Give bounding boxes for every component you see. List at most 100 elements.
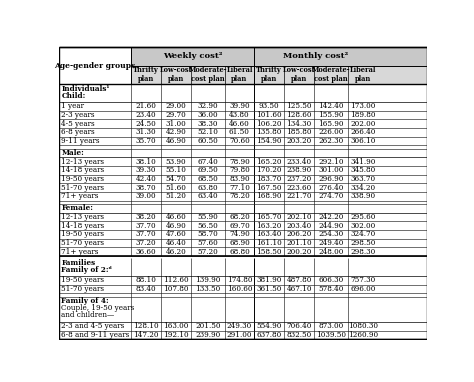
Text: Couple, 19-50 years: Couple, 19-50 years xyxy=(62,304,135,312)
Text: 4-5 years: 4-5 years xyxy=(62,120,95,128)
Text: 53.90: 53.90 xyxy=(166,158,186,166)
Text: 83.90: 83.90 xyxy=(229,175,250,183)
Text: 23.40: 23.40 xyxy=(136,111,156,119)
Text: 42.40: 42.40 xyxy=(136,175,156,183)
Text: 70.60: 70.60 xyxy=(229,137,250,145)
Text: 14-18 years: 14-18 years xyxy=(62,167,105,174)
Text: 1260.90: 1260.90 xyxy=(348,331,378,339)
Text: 334.20: 334.20 xyxy=(350,184,375,192)
Text: 244.90: 244.90 xyxy=(319,222,344,230)
Text: 6-8 and 9-11 years: 6-8 and 9-11 years xyxy=(62,331,130,339)
Text: Moderate-
cost plan: Moderate- cost plan xyxy=(312,66,350,83)
Text: 57.60: 57.60 xyxy=(198,239,219,247)
Text: 52.10: 52.10 xyxy=(198,128,219,136)
Text: 202.00: 202.00 xyxy=(350,120,376,128)
Text: Weekly cost²: Weekly cost² xyxy=(163,52,222,60)
Text: 301.00: 301.00 xyxy=(319,167,344,174)
Text: 58.70: 58.70 xyxy=(198,230,219,238)
Text: 46.20: 46.20 xyxy=(166,248,186,256)
Text: 221.70: 221.70 xyxy=(286,192,312,200)
Text: Individuals¹: Individuals¹ xyxy=(62,85,110,93)
Text: 36.60: 36.60 xyxy=(136,248,156,256)
Text: 233.40: 233.40 xyxy=(287,158,312,166)
Text: 19-50 years: 19-50 years xyxy=(62,230,104,238)
Text: 67.40: 67.40 xyxy=(198,158,219,166)
Text: 88.10: 88.10 xyxy=(136,276,156,284)
Text: 83.40: 83.40 xyxy=(136,285,156,293)
Text: 79.80: 79.80 xyxy=(229,167,250,174)
Text: 185.80: 185.80 xyxy=(286,128,312,136)
Text: 54.70: 54.70 xyxy=(166,175,186,183)
Text: 125.50: 125.50 xyxy=(286,102,312,110)
Text: 341.90: 341.90 xyxy=(350,158,376,166)
Text: 69.70: 69.70 xyxy=(229,222,250,230)
Text: 142.40: 142.40 xyxy=(319,102,344,110)
Text: 37.20: 37.20 xyxy=(136,239,156,247)
Text: 298.50: 298.50 xyxy=(350,239,376,247)
Text: 12-13 years: 12-13 years xyxy=(62,213,104,221)
Text: Family of 4:: Family of 4: xyxy=(62,298,109,306)
Text: 168.90: 168.90 xyxy=(256,192,282,200)
Text: 134.30: 134.30 xyxy=(286,120,312,128)
Text: 135.80: 135.80 xyxy=(256,128,282,136)
Text: 60.50: 60.50 xyxy=(198,137,219,145)
Text: 223.60: 223.60 xyxy=(286,184,312,192)
Text: 338.90: 338.90 xyxy=(350,192,375,200)
Text: 1039.50: 1039.50 xyxy=(316,331,346,339)
Text: 36.00: 36.00 xyxy=(198,111,219,119)
Text: 77.10: 77.10 xyxy=(229,184,250,192)
Text: 2-3 and 4-5 years: 2-3 and 4-5 years xyxy=(62,322,125,330)
Text: 238.90: 238.90 xyxy=(286,167,312,174)
Text: 237.20: 237.20 xyxy=(286,175,312,183)
Text: 302.00: 302.00 xyxy=(350,222,376,230)
Text: 324.70: 324.70 xyxy=(350,230,376,238)
Text: 292.10: 292.10 xyxy=(319,158,344,166)
Text: 37.70: 37.70 xyxy=(136,222,156,230)
Text: 696.00: 696.00 xyxy=(350,285,376,293)
Text: 487.80: 487.80 xyxy=(286,276,312,284)
Text: 192.10: 192.10 xyxy=(163,331,189,339)
Text: 55.90: 55.90 xyxy=(198,213,219,221)
Text: Low-cost
plan: Low-cost plan xyxy=(283,66,315,83)
Text: 200.20: 200.20 xyxy=(286,248,312,256)
Text: 69.50: 69.50 xyxy=(198,167,219,174)
Text: 361.50: 361.50 xyxy=(256,285,282,293)
Text: 71+ years: 71+ years xyxy=(62,192,99,200)
Text: 39.00: 39.00 xyxy=(136,192,156,200)
Text: 35.70: 35.70 xyxy=(136,137,156,145)
Text: 56.50: 56.50 xyxy=(198,222,219,230)
Text: 43.80: 43.80 xyxy=(229,111,250,119)
Text: 1080.30: 1080.30 xyxy=(348,322,378,330)
Text: 112.60: 112.60 xyxy=(163,276,189,284)
Text: 183.70: 183.70 xyxy=(256,175,282,183)
Text: 248.00: 248.00 xyxy=(319,248,344,256)
Text: 57.20: 57.20 xyxy=(198,248,219,256)
Text: 133.50: 133.50 xyxy=(195,285,221,293)
Text: 74.90: 74.90 xyxy=(229,230,250,238)
Text: 139.90: 139.90 xyxy=(195,276,221,284)
Text: 2-3 years: 2-3 years xyxy=(62,111,95,119)
Text: 19-50 years: 19-50 years xyxy=(62,175,104,183)
Text: 203.20: 203.20 xyxy=(286,137,312,145)
Text: 206.20: 206.20 xyxy=(286,230,312,238)
Text: Family of 2:ᵈ: Family of 2:ᵈ xyxy=(62,266,112,274)
Text: Low-cost
plan: Low-cost plan xyxy=(160,66,192,83)
Text: 51-70 years: 51-70 years xyxy=(62,184,104,192)
Text: 128.60: 128.60 xyxy=(286,111,312,119)
Text: 55.10: 55.10 xyxy=(165,167,186,174)
Text: 578.40: 578.40 xyxy=(319,285,344,293)
Text: Liberal
plan: Liberal plan xyxy=(226,66,253,83)
Text: 363.70: 363.70 xyxy=(350,175,375,183)
Text: 296.90: 296.90 xyxy=(319,175,344,183)
Text: 42.90: 42.90 xyxy=(166,128,186,136)
Text: 39.90: 39.90 xyxy=(229,102,250,110)
Text: 554.90: 554.90 xyxy=(256,322,282,330)
Text: 68.90: 68.90 xyxy=(229,239,250,247)
Text: 873.00: 873.00 xyxy=(319,322,344,330)
Text: 39.30: 39.30 xyxy=(136,167,156,174)
Text: 706.40: 706.40 xyxy=(286,322,312,330)
Text: 38.20: 38.20 xyxy=(136,213,156,221)
Text: 78.20: 78.20 xyxy=(229,192,250,200)
Text: 160.60: 160.60 xyxy=(227,285,252,293)
Text: 68.50: 68.50 xyxy=(198,175,219,183)
